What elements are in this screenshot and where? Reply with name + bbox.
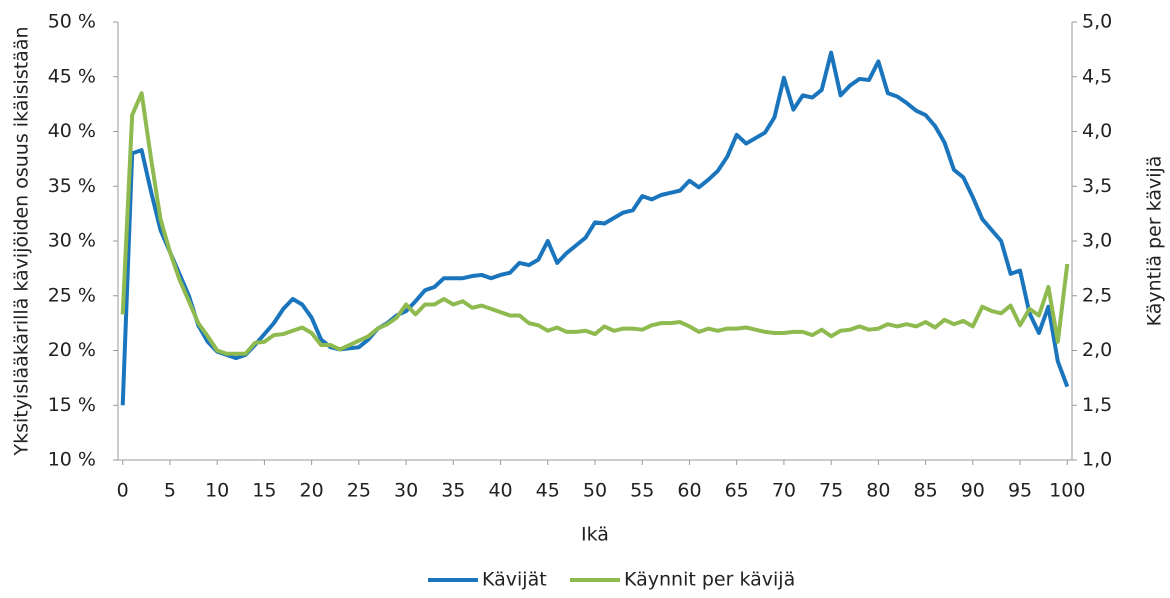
y2-tick-label: 1,5	[1082, 394, 1112, 416]
y-tick-label: 40 %	[48, 120, 96, 142]
x-tick-label: 45	[536, 480, 560, 502]
legend-label: Kävijät	[482, 569, 547, 591]
y-tick-label: 45 %	[48, 65, 96, 87]
y-tick-label: 15 %	[48, 394, 96, 416]
y2-tick-label: 2,5	[1082, 284, 1112, 306]
x-tick-label: 60	[677, 480, 701, 502]
y2-axis-title: Käyntiä per kävijä	[1144, 156, 1166, 327]
y-tick-label: 10 %	[48, 449, 96, 471]
x-tick-label: 15	[252, 480, 276, 502]
y-tick-label: 50 %	[48, 11, 96, 33]
x-tick-label: 80	[866, 480, 890, 502]
y2-tick-label: 4,5	[1082, 65, 1112, 87]
x-tick-label: 0	[117, 480, 129, 502]
legend-label: Käynnit per kävijä	[624, 569, 795, 591]
y-tick-label: 35 %	[48, 175, 96, 197]
x-tick-label: 10	[205, 480, 229, 502]
y2-tick-label: 1,0	[1082, 449, 1112, 471]
x-tick-label: 5	[164, 480, 176, 502]
x-tick-label: 100	[1049, 480, 1085, 502]
x-tick-label: 20	[300, 480, 324, 502]
y2-tick-label: 5,0	[1082, 11, 1112, 33]
x-tick-label: 50	[583, 480, 607, 502]
x-tick-label: 30	[394, 480, 418, 502]
x-tick-label: 55	[630, 480, 654, 502]
y2-tick-label: 2,0	[1082, 339, 1112, 361]
x-tick-label: 75	[819, 480, 843, 502]
x-axis-title: Ikä	[581, 524, 609, 546]
x-tick-label: 35	[441, 480, 465, 502]
x-tick-label: 40	[488, 480, 512, 502]
x-tick-label: 90	[961, 480, 985, 502]
y2-tick-label: 3,5	[1082, 175, 1112, 197]
x-tick-label: 25	[347, 480, 371, 502]
y-tick-label: 25 %	[48, 284, 96, 306]
y-tick-label: 20 %	[48, 339, 96, 361]
series-line	[120, 91, 1070, 356]
y2-tick-label: 3,0	[1082, 230, 1112, 252]
x-tick-label: 65	[725, 480, 749, 502]
x-tick-label: 95	[1008, 480, 1032, 502]
series-line	[120, 50, 1070, 406]
y-axis-title: Yksityislääkärillä kävijöiden osuus ikäi…	[11, 27, 33, 457]
x-tick-label: 70	[772, 480, 796, 502]
x-tick-label: 85	[914, 480, 938, 502]
y-tick-label: 30 %	[48, 230, 96, 252]
y2-tick-label: 4,0	[1082, 120, 1112, 142]
